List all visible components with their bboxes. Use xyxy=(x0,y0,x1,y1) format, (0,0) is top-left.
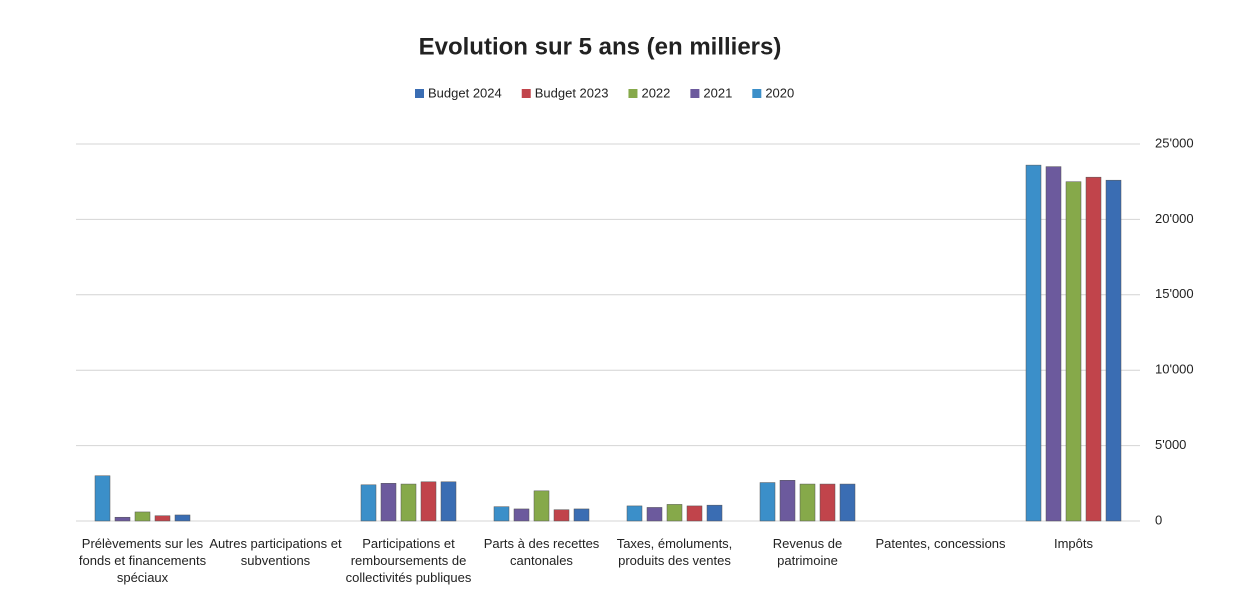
legend-label: 2021 xyxy=(703,85,732,100)
legend-label: 2022 xyxy=(641,85,670,100)
bar xyxy=(1085,176,1102,522)
legend-swatch xyxy=(628,89,638,98)
y-tick-label: 10'000 xyxy=(1155,362,1194,377)
legend-swatch xyxy=(690,89,700,98)
bar xyxy=(819,483,836,522)
legend-label: 2020 xyxy=(765,85,794,100)
bar xyxy=(686,505,703,522)
bar xyxy=(440,481,457,522)
bar xyxy=(114,516,131,522)
x-tick-label: Autres participations et subventions xyxy=(209,536,342,568)
chart-title: Evolution sur 5 ans (en milliers) xyxy=(419,33,782,60)
y-tick-label: 0 xyxy=(1155,512,1162,527)
y-tick-label: 15'000 xyxy=(1155,286,1194,301)
bar xyxy=(360,484,377,522)
bar xyxy=(839,483,856,522)
bar xyxy=(666,504,683,522)
bar xyxy=(134,511,151,522)
x-tick-label: Parts à des recettes cantonales xyxy=(483,536,600,568)
bar xyxy=(573,508,590,522)
x-tick-label: Patentes, concessions xyxy=(875,536,1006,551)
legend-swatch xyxy=(415,89,424,98)
bar xyxy=(706,504,723,522)
x-tick-label: Participations et remboursements de coll… xyxy=(345,536,472,585)
x-tick-label: Prélèvements sur les fonds et financemen… xyxy=(78,536,207,585)
bar xyxy=(759,482,776,522)
legend-label: Budget 2024 xyxy=(428,85,502,100)
bar xyxy=(779,480,796,522)
legend-swatch xyxy=(752,89,762,98)
legend-swatch xyxy=(521,89,531,98)
bar xyxy=(646,507,663,522)
bar xyxy=(1065,181,1082,522)
bar xyxy=(400,483,417,522)
x-tick-label: Impôts xyxy=(1053,536,1093,551)
x-tick-label: Revenus de patrimoine xyxy=(772,536,843,568)
bar xyxy=(174,514,191,522)
bar xyxy=(1025,164,1042,522)
bar xyxy=(626,505,643,522)
bar xyxy=(154,515,171,522)
bar xyxy=(553,509,570,522)
bar xyxy=(380,483,397,522)
bar xyxy=(533,490,550,522)
bar xyxy=(799,483,816,522)
bar xyxy=(493,506,510,522)
x-tick-label: Taxes, émoluments, produits des ventes xyxy=(616,536,733,568)
y-tick-label: 20'000 xyxy=(1155,211,1194,226)
bar xyxy=(94,475,111,522)
bar xyxy=(420,481,437,522)
bar xyxy=(1045,166,1062,522)
y-tick-label: 5'000 xyxy=(1155,437,1186,452)
bar xyxy=(1105,179,1122,522)
y-tick-label: 25'000 xyxy=(1155,135,1194,150)
legend-label: Budget 2023 xyxy=(535,85,609,100)
bar xyxy=(513,508,530,522)
